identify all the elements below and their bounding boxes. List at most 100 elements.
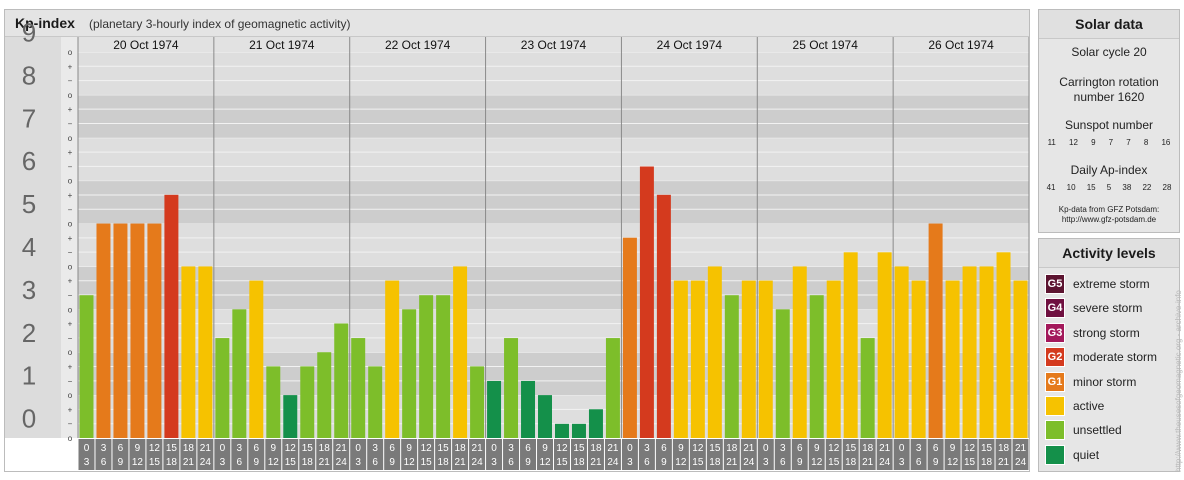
interval-cell bbox=[537, 439, 553, 470]
sunspot-value: 16 bbox=[1161, 138, 1171, 147]
kp-bar bbox=[79, 295, 94, 438]
interval-cell bbox=[554, 439, 570, 470]
y-minor-label: − bbox=[68, 77, 73, 86]
interval-cell bbox=[791, 439, 808, 470]
legend-label: extreme storm bbox=[1073, 277, 1150, 291]
kp-bar bbox=[130, 223, 145, 438]
interval-start-label: 12 bbox=[556, 443, 568, 454]
ap-value: 15 bbox=[1086, 183, 1096, 192]
interval-end-label: 12 bbox=[404, 457, 416, 468]
sunspot-value: 11 bbox=[1047, 138, 1056, 147]
interval-end-label: 24 bbox=[607, 457, 619, 468]
interval-cell bbox=[384, 439, 401, 470]
interval-cell bbox=[757, 439, 774, 470]
legend-swatch: G4 bbox=[1045, 298, 1065, 319]
ap-value: 38 bbox=[1122, 183, 1132, 192]
interval-cell bbox=[570, 439, 587, 470]
interval-cell bbox=[859, 439, 876, 470]
interval-start-label: 18 bbox=[726, 443, 738, 454]
interval-start-label: 18 bbox=[998, 443, 1010, 454]
interval-cell bbox=[282, 439, 299, 470]
interval-start-label: 15 bbox=[709, 443, 721, 454]
kp-bar bbox=[979, 266, 994, 438]
interval-start-label: 3 bbox=[916, 443, 922, 454]
interval-end-label: 3 bbox=[220, 457, 226, 468]
interval-cell bbox=[655, 439, 672, 470]
y-minor-label: o bbox=[68, 391, 73, 400]
interval-start-label: 12 bbox=[964, 443, 976, 454]
interval-start-label: 6 bbox=[118, 443, 124, 454]
y-minor-label: − bbox=[68, 377, 73, 386]
interval-end-label: 6 bbox=[916, 457, 922, 468]
legend-swatch bbox=[1045, 396, 1065, 416]
legend-label: active bbox=[1073, 399, 1105, 413]
y-tick-label: 4 bbox=[22, 232, 36, 262]
interval-cell bbox=[689, 439, 706, 470]
sunspot-value: 12 bbox=[1069, 138, 1078, 147]
interval-cell bbox=[1012, 439, 1029, 470]
y-minor-label: + bbox=[68, 277, 73, 286]
y-minor-label: o bbox=[68, 262, 73, 271]
interval-start-label: 0 bbox=[84, 443, 90, 454]
credit-link[interactable]: http://www.gfz-potsdam.de bbox=[1061, 215, 1157, 224]
interval-cell bbox=[435, 439, 452, 470]
kp-bar bbox=[656, 194, 671, 438]
interval-end-label: 6 bbox=[237, 457, 243, 468]
y-minor-label: o bbox=[68, 177, 73, 186]
interval-end-label: 6 bbox=[372, 457, 378, 468]
interval-start-label: 9 bbox=[678, 443, 684, 454]
legend-swatch: G3 bbox=[1045, 322, 1065, 343]
kp-bar bbox=[622, 237, 637, 438]
kp-bar bbox=[487, 380, 502, 438]
interval-start-label: 6 bbox=[525, 443, 531, 454]
sunspot-value: 9 bbox=[1091, 138, 1096, 147]
y-minor-label: + bbox=[68, 191, 73, 200]
interval-cell bbox=[723, 439, 740, 470]
interval-cell bbox=[214, 439, 231, 470]
y-minor-label: + bbox=[68, 105, 73, 114]
kp-bar bbox=[198, 266, 213, 438]
ap-value: 41 bbox=[1046, 183, 1056, 192]
activity-levels-title: Activity levels bbox=[1039, 239, 1179, 268]
interval-cell bbox=[316, 439, 333, 470]
sunspot-value: 7 bbox=[1108, 138, 1114, 147]
kp-bar bbox=[843, 252, 858, 438]
kp-bar bbox=[605, 338, 620, 438]
legend-label: moderate storm bbox=[1073, 350, 1158, 365]
interval-end-label: 9 bbox=[661, 457, 667, 468]
watermark-text: http://www.theusesofgeomagnetic.org - ar… bbox=[1174, 290, 1183, 472]
y-tick-label: 9 bbox=[22, 18, 36, 48]
kp-bar bbox=[113, 223, 128, 438]
kp-bar bbox=[164, 194, 179, 438]
interval-start-label: 6 bbox=[661, 443, 667, 454]
interval-start-label: 6 bbox=[254, 443, 260, 454]
interval-cell bbox=[231, 439, 248, 470]
interval-start-label: 15 bbox=[302, 443, 314, 454]
interval-cell bbox=[265, 439, 282, 470]
carrington-line-1: Carrington rotation bbox=[1059, 75, 1159, 89]
kp-bar bbox=[453, 266, 468, 438]
day-label: 22 Oct 1974 bbox=[385, 38, 451, 52]
y-minor-label: + bbox=[68, 363, 73, 372]
y-tick-label: 2 bbox=[22, 318, 36, 348]
interval-end-label: 15 bbox=[149, 457, 161, 468]
interval-end-label: 12 bbox=[268, 457, 280, 468]
interval-cell bbox=[129, 439, 146, 470]
interval-end-label: 24 bbox=[1015, 457, 1027, 468]
interval-cell bbox=[180, 439, 197, 470]
interval-start-label: 0 bbox=[220, 443, 226, 454]
y-minor-label: + bbox=[68, 148, 73, 157]
legend-swatch: G1 bbox=[1045, 371, 1065, 392]
interval-cell bbox=[621, 439, 638, 470]
kp-bar bbox=[945, 280, 960, 438]
interval-end-label: 9 bbox=[933, 457, 939, 468]
day-label-strip bbox=[78, 37, 1029, 52]
interval-cell bbox=[350, 439, 367, 470]
interval-end-label: 18 bbox=[709, 457, 721, 468]
y-tick-label: 6 bbox=[22, 146, 36, 176]
y-minor-label: o bbox=[68, 220, 73, 229]
interval-start-label: 3 bbox=[101, 443, 107, 454]
day-label: 20 Oct 1974 bbox=[113, 38, 179, 52]
legend-label: quiet bbox=[1073, 447, 1100, 462]
kp-band bbox=[78, 52, 1029, 95]
